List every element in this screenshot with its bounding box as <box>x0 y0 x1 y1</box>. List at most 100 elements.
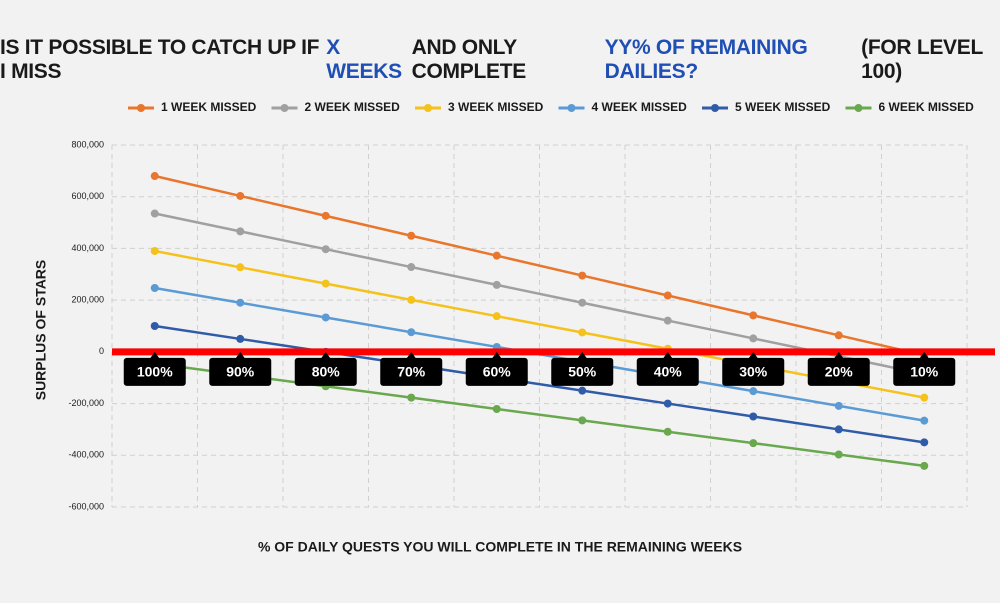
data-point <box>578 298 587 307</box>
data-point <box>492 405 501 414</box>
label-box <box>722 357 785 386</box>
label-pointer <box>320 351 331 359</box>
y-tick-label: 800,000 <box>71 139 104 149</box>
data-point <box>834 331 843 340</box>
legend-label: 5 WEEK MISSED <box>735 100 831 114</box>
data-point <box>920 438 929 447</box>
data-point <box>663 316 672 325</box>
x-tick-label: 60% <box>483 364 512 380</box>
data-point <box>920 461 929 470</box>
x-axis-label: % OF DAILY QUESTS YOU WILL COMPLETE IN T… <box>258 539 742 555</box>
data-point <box>150 247 159 256</box>
series-line <box>154 249 925 399</box>
data-point <box>492 280 501 289</box>
label-pointer <box>919 351 930 359</box>
label-box <box>294 357 357 386</box>
data-point <box>236 227 245 236</box>
data-point <box>236 298 245 307</box>
data-point <box>236 263 245 272</box>
label-pointer <box>748 351 759 359</box>
data-point <box>663 399 672 408</box>
x-tick-label: 20% <box>825 364 854 380</box>
data-point <box>663 427 672 436</box>
label-box <box>380 357 443 386</box>
data-point <box>321 211 330 220</box>
x-tick-label: 80% <box>312 364 341 380</box>
data-point <box>578 271 587 280</box>
title-part: (FOR LEVEL 100) <box>861 36 983 83</box>
series-line <box>154 212 925 376</box>
y-tick-label: 400,000 <box>71 243 104 253</box>
data-point <box>663 291 672 300</box>
label-box <box>209 357 272 386</box>
label-pointer <box>406 351 417 359</box>
y-tick-label: 0 <box>99 346 104 356</box>
x-tick-label: 70% <box>397 364 426 380</box>
y-tick-label: -600,000 <box>68 501 104 511</box>
data-point <box>578 416 587 425</box>
data-point <box>321 279 330 288</box>
legend-marker <box>711 104 719 112</box>
legend-label: 1 WEEK MISSED <box>161 100 257 114</box>
x-tick-label: 90% <box>226 364 255 380</box>
title-part: AND ONLY COMPLETE <box>411 36 527 83</box>
legend-marker <box>567 104 576 112</box>
data-point <box>578 386 587 395</box>
data-point <box>492 251 501 260</box>
data-point <box>578 328 587 337</box>
x-tick-label: 10% <box>910 364 939 380</box>
x-tick-label: 40% <box>654 364 683 380</box>
label-box <box>551 357 614 386</box>
x-tick-label: 100% <box>137 364 173 380</box>
y-tick-label: -200,000 <box>68 398 104 408</box>
data-point <box>150 283 159 292</box>
label-pointer <box>491 351 502 359</box>
x-tick-label: 50% <box>568 364 597 380</box>
label-pointer <box>149 351 160 359</box>
label-box <box>465 357 528 386</box>
data-point <box>834 450 843 459</box>
label-box <box>893 357 956 386</box>
legend-label: 4 WEEK MISSED <box>592 100 688 114</box>
data-point <box>749 439 758 448</box>
chart-title: IS IT POSSIBLE TO CATCH UP IF I MISS X WE… <box>0 36 1000 84</box>
data-point <box>920 416 929 425</box>
label-pointer <box>833 351 844 359</box>
legend-marker <box>280 104 289 112</box>
label-box <box>807 357 870 386</box>
title-part: YY% OF REMAINING DAILIES? <box>604 36 808 83</box>
title-part: X WEEKS <box>326 36 402 83</box>
data-point <box>749 334 758 343</box>
label-box <box>123 357 186 386</box>
title-part: IS IT POSSIBLE TO CATCH UP IF I MISS <box>0 36 320 83</box>
data-point <box>407 231 416 240</box>
data-point <box>749 412 758 421</box>
data-point <box>236 334 245 343</box>
y-tick-label: -400,000 <box>68 450 104 460</box>
legend-marker <box>137 104 145 112</box>
label-pointer <box>662 351 673 359</box>
data-point <box>920 393 929 402</box>
data-point <box>492 312 501 321</box>
y-axis-label: SURPLUS OF STARS <box>33 260 49 401</box>
data-point <box>834 425 843 434</box>
data-point <box>407 393 416 402</box>
data-point <box>150 209 159 218</box>
label-box <box>636 357 699 386</box>
data-point <box>407 295 416 304</box>
legend-label: 2 WEEK MISSED <box>305 100 401 114</box>
data-point <box>236 191 245 200</box>
y-tick-label: 200,000 <box>71 295 104 305</box>
data-point <box>407 328 416 337</box>
series-line <box>154 324 925 444</box>
legend-label: 6 WEEK MISSED <box>879 100 975 114</box>
data-point <box>407 263 416 272</box>
y-tick-label: 600,000 <box>71 191 104 201</box>
label-pointer <box>577 351 588 359</box>
data-point <box>321 313 330 322</box>
x-tick-label: 30% <box>739 364 768 380</box>
data-point <box>150 172 159 181</box>
data-point <box>834 401 843 410</box>
